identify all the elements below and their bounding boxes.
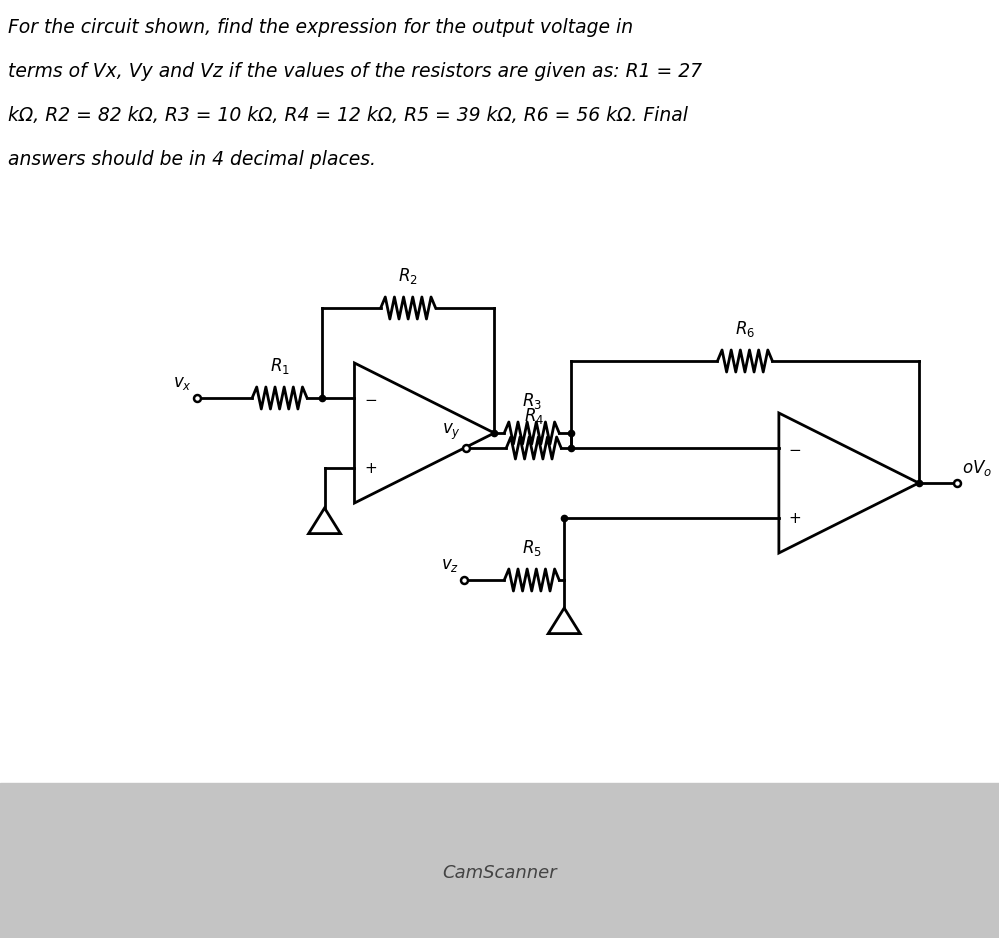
Text: kΩ, R2 = 82 kΩ, R3 = 10 kΩ, R4 = 12 kΩ, R5 = 39 kΩ, R6 = 56 kΩ. Final: kΩ, R2 = 82 kΩ, R3 = 10 kΩ, R4 = 12 kΩ, …: [8, 106, 688, 125]
Text: CamScanner: CamScanner: [442, 864, 557, 882]
Text: $-$: $-$: [364, 390, 377, 405]
Text: $R_5$: $R_5$: [522, 538, 542, 558]
Text: $R_1$: $R_1$: [270, 356, 290, 376]
Text: $R_2$: $R_2$: [398, 266, 418, 286]
Text: $R_6$: $R_6$: [735, 319, 755, 339]
Text: $+$: $+$: [364, 461, 377, 476]
Text: For the circuit shown, find the expression for the output voltage in: For the circuit shown, find the expressi…: [8, 18, 633, 37]
Text: $R_3$: $R_3$: [522, 391, 542, 411]
Text: $v_z$: $v_z$: [441, 556, 459, 574]
Text: answers should be in 4 decimal places.: answers should be in 4 decimal places.: [8, 150, 376, 169]
Text: $v_x$: $v_x$: [173, 374, 192, 392]
Bar: [0, 783, 999, 938]
Text: $+$: $+$: [788, 510, 801, 525]
Text: $v_y$: $v_y$: [442, 422, 461, 442]
Text: terms of Vx, Vy and Vz if the values of the resistors are given as: R1 = 27: terms of Vx, Vy and Vz if the values of …: [8, 62, 702, 81]
Text: $-$: $-$: [788, 441, 801, 456]
Text: $oV_o$: $oV_o$: [962, 458, 992, 478]
Text: $R_4$: $R_4$: [524, 406, 544, 426]
